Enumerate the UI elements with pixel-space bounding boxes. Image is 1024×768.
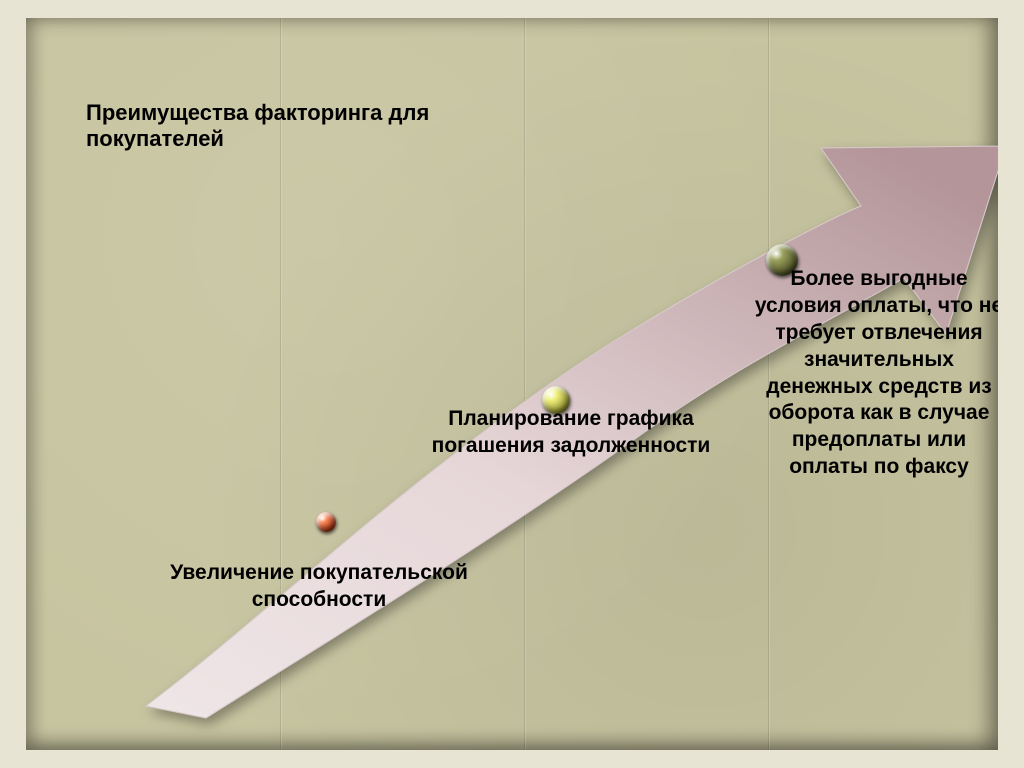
label-3: Более выгодные условия оплаты, что не тр… [754,266,998,481]
label-2: Планирование графика погашения задолженн… [421,406,721,460]
label-1: Увеличение покупательской способности [154,560,484,614]
sphere-1 [316,512,336,532]
slide: Преимущества факторинга для покупателей … [0,0,1024,768]
slide-inner: Преимущества факторинга для покупателей … [26,18,998,750]
slide-title: Преимущества факторинга для покупателей [86,100,516,152]
